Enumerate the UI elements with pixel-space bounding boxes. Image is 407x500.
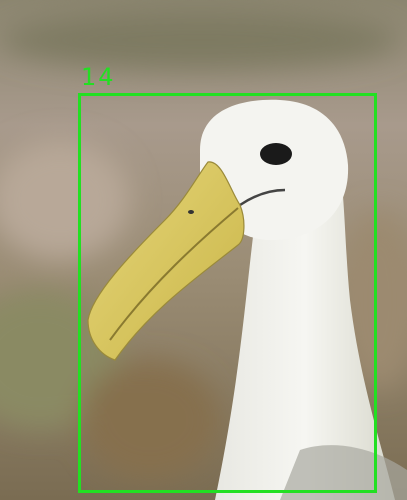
gape-line — [239, 188, 286, 207]
beak-line — [109, 207, 239, 341]
neck — [215, 170, 395, 500]
beak — [87, 161, 245, 361]
box-label: 14 — [81, 63, 116, 91]
eye — [260, 143, 292, 165]
nostril — [188, 210, 194, 214]
bounding-box — [78, 93, 377, 493]
